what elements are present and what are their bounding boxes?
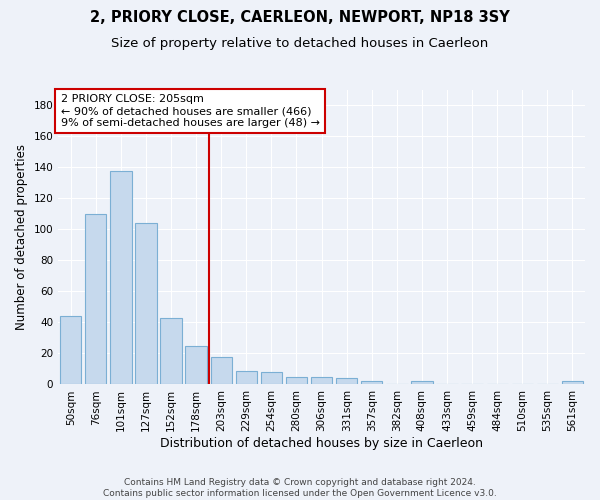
Text: Contains HM Land Registry data © Crown copyright and database right 2024.
Contai: Contains HM Land Registry data © Crown c… [103, 478, 497, 498]
Bar [211, 356, 232, 384]
Bar [411, 382, 433, 384]
Bar [110, 170, 131, 384]
Bar [160, 318, 182, 384]
Bar [286, 376, 307, 384]
Text: 2 PRIORY CLOSE: 205sqm
← 90% of detached houses are smaller (466)
9% of semi-det: 2 PRIORY CLOSE: 205sqm ← 90% of detached… [61, 94, 320, 128]
Bar [60, 316, 82, 384]
Bar [185, 346, 207, 385]
Bar [236, 370, 257, 384]
Bar [261, 372, 282, 384]
Bar [85, 214, 106, 384]
Text: 2, PRIORY CLOSE, CAERLEON, NEWPORT, NP18 3SY: 2, PRIORY CLOSE, CAERLEON, NEWPORT, NP18… [90, 10, 510, 25]
Bar [562, 382, 583, 384]
Bar [361, 382, 382, 384]
Bar [136, 224, 157, 384]
Y-axis label: Number of detached properties: Number of detached properties [15, 144, 28, 330]
X-axis label: Distribution of detached houses by size in Caerleon: Distribution of detached houses by size … [160, 437, 483, 450]
Bar [311, 376, 332, 384]
Text: Size of property relative to detached houses in Caerleon: Size of property relative to detached ho… [112, 38, 488, 51]
Bar [336, 378, 358, 384]
